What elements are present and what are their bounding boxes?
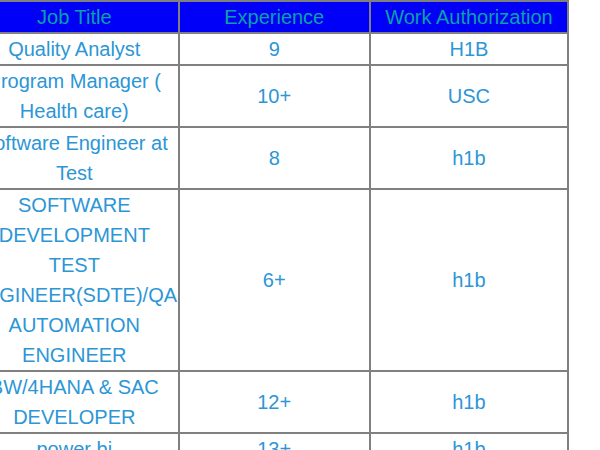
- experience-cell: 12+: [179, 371, 370, 433]
- column-header-work-authorization: Work Authorization: [370, 1, 568, 33]
- work-authorization-cell: h1b: [370, 127, 568, 189]
- job-title-cell: BW/4HANA & SAC DEVELOPER: [0, 371, 179, 433]
- column-header-experience: Experience: [179, 1, 370, 33]
- table-header: Job Title Experience Work Authorization: [0, 1, 568, 33]
- experience-cell: 9: [179, 33, 370, 65]
- table-row: Program Manager ( Health care) 10+ USC: [0, 65, 568, 127]
- experience-cell: 6+: [179, 189, 370, 371]
- job-title-cell: power bi: [0, 433, 179, 450]
- experience-cell: 10+: [179, 65, 370, 127]
- experience-cell: 8: [179, 127, 370, 189]
- table-row: SOFTWARE DEVELOPMENT TEST ENGINEER(SDTE)…: [0, 189, 568, 371]
- work-authorization-cell: USC: [370, 65, 568, 127]
- job-title-cell: Quality Analyst: [0, 33, 179, 65]
- table-body: Quality Analyst 9 H1B Program Manager ( …: [0, 33, 568, 450]
- table-row: BW/4HANA & SAC DEVELOPER 12+ h1b: [0, 371, 568, 433]
- job-title-cell: Software Engineer at Test: [0, 127, 179, 189]
- job-title-cell: SOFTWARE DEVELOPMENT TEST ENGINEER(SDTE)…: [0, 189, 179, 371]
- work-authorization-cell: h1b: [370, 189, 568, 371]
- table-row: Quality Analyst 9 H1B: [0, 33, 568, 65]
- work-authorization-cell: h1b: [370, 371, 568, 433]
- table-row: Software Engineer at Test 8 h1b: [0, 127, 568, 189]
- work-authorization-cell: H1B: [370, 33, 568, 65]
- jobs-table: Job Title Experience Work Authorization …: [0, 0, 569, 450]
- table-row: power bi 13+ h1b: [0, 433, 568, 450]
- column-header-job-title: Job Title: [0, 1, 179, 33]
- job-title-cell: Program Manager ( Health care): [0, 65, 179, 127]
- header-row: Job Title Experience Work Authorization: [0, 1, 568, 33]
- table-viewport: Job Title Experience Work Authorization …: [0, 0, 600, 450]
- work-authorization-cell: h1b: [370, 433, 568, 450]
- experience-cell: 13+: [179, 433, 370, 450]
